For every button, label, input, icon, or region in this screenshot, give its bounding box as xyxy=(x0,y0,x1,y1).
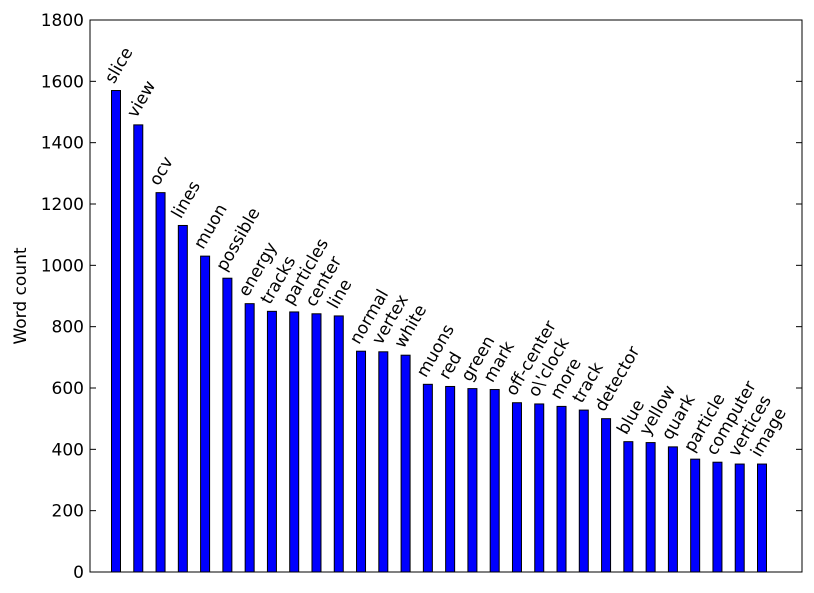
bar-particle xyxy=(690,458,701,573)
bar-vertex xyxy=(378,351,389,573)
y-tick-label-200: 200 xyxy=(52,502,84,522)
y-tick-label-1600: 1600 xyxy=(41,72,84,92)
bar-line xyxy=(333,315,344,573)
bar-lines xyxy=(177,224,188,573)
bar-energy xyxy=(244,303,255,573)
bar-blue xyxy=(623,441,634,573)
y-tick-label-400: 400 xyxy=(52,440,84,460)
bar-tracks xyxy=(266,310,277,573)
bar-mark xyxy=(489,389,500,573)
bar-track xyxy=(578,409,589,573)
bar-red xyxy=(445,385,456,573)
y-axis-label: Word count xyxy=(11,247,31,344)
bar-normal xyxy=(356,350,367,573)
y-tick-label-1400: 1400 xyxy=(41,134,84,154)
bar-center xyxy=(311,313,322,573)
bar-label-view: view xyxy=(123,77,160,121)
bar-muon xyxy=(200,255,211,573)
bar-possible xyxy=(222,277,233,573)
y-tick-label-800: 800 xyxy=(52,318,84,338)
bars-group xyxy=(111,90,767,573)
bar-label-ocv: ocv xyxy=(146,153,178,189)
bar-detector xyxy=(601,418,612,573)
y-tick-label-600: 600 xyxy=(52,379,84,399)
bar-off-center xyxy=(511,402,522,573)
y-tick-label-1800: 1800 xyxy=(41,11,84,31)
bar-o\'clock xyxy=(534,403,545,573)
bar-slice xyxy=(111,90,121,573)
bar-view xyxy=(133,124,144,573)
bar-muons xyxy=(422,383,433,573)
bar-more xyxy=(556,405,567,573)
bar-ocv xyxy=(155,192,166,573)
bar-white xyxy=(400,354,411,573)
plot-frame xyxy=(89,19,803,573)
bar-green xyxy=(467,388,478,573)
bar-quark xyxy=(667,446,678,573)
bar-label-slice: slice xyxy=(101,44,137,87)
bar-computer xyxy=(712,461,723,573)
bar-yellow xyxy=(645,442,656,573)
y-axis: 0 200 400 600 800 1000 1200 1400 1600 1800 xyxy=(41,11,802,583)
bar-label-lines: lines xyxy=(168,178,205,222)
bar-particles xyxy=(289,311,300,573)
bar-image xyxy=(757,463,767,573)
y-tick-label-1000: 1000 xyxy=(41,256,84,276)
y-tick-label-0: 0 xyxy=(73,563,84,583)
bar-vertices xyxy=(734,463,745,573)
y-tick-label-1200: 1200 xyxy=(41,195,84,215)
